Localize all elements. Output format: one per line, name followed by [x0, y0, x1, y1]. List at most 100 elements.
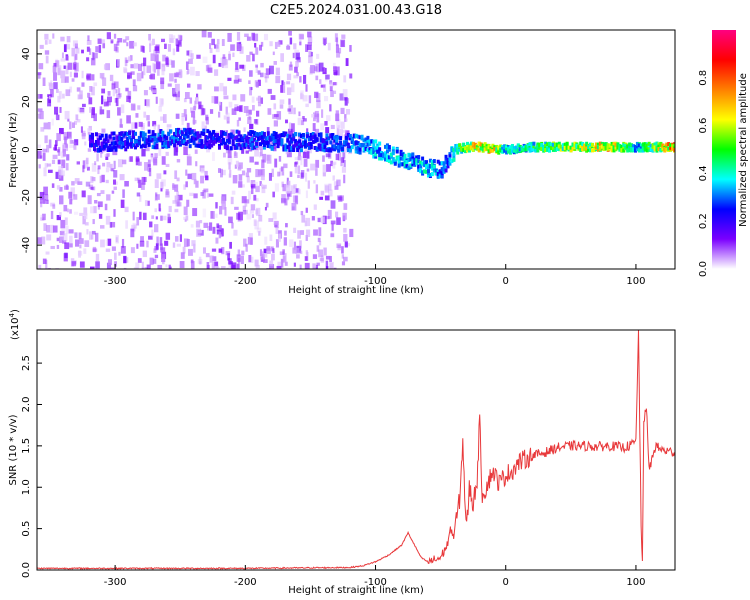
noise-cell — [257, 95, 261, 103]
ridge-cell — [671, 146, 675, 151]
noise-cell — [160, 116, 165, 121]
noise-cell — [158, 148, 162, 156]
noise-cell — [153, 64, 157, 73]
noise-cell — [227, 156, 233, 165]
noise-cell — [286, 152, 292, 158]
ridge-cell — [419, 160, 423, 165]
ridge-cell — [446, 158, 450, 163]
ridge-cell — [524, 144, 528, 149]
noise-cell — [190, 53, 194, 60]
ridge-cell — [608, 143, 612, 148]
noise-cell — [47, 94, 52, 98]
noise-cell — [293, 75, 299, 79]
noise-cell — [135, 262, 140, 269]
noise-cell — [216, 223, 220, 229]
noise-cell — [153, 248, 157, 253]
ridge-cell — [428, 172, 432, 177]
noise-cell — [236, 212, 240, 220]
noise-cell — [58, 91, 62, 99]
ridge-cell — [372, 139, 376, 144]
ridge-cell — [194, 136, 198, 141]
noise-cell — [184, 114, 188, 121]
noise-cell — [151, 89, 156, 94]
ridge-cell — [202, 129, 206, 134]
noise-cell — [158, 106, 162, 112]
noise-cell — [334, 33, 338, 42]
noise-cell — [327, 42, 331, 51]
ridge-cell — [649, 143, 653, 148]
noise-cell — [330, 124, 335, 130]
noise-cell — [181, 115, 185, 122]
noise-cell — [90, 186, 94, 190]
noise-cell — [85, 157, 89, 165]
noise-cell — [202, 56, 208, 63]
noise-cell — [146, 99, 151, 108]
noise-cell — [246, 55, 251, 62]
noise-cell — [284, 230, 287, 236]
ridge-cell — [368, 150, 372, 155]
ridge-cell — [280, 140, 284, 145]
noise-cell — [142, 46, 145, 53]
ridge-cell — [510, 149, 514, 154]
noise-cell — [229, 241, 232, 249]
ridge-cell — [298, 145, 302, 150]
noise-cell — [232, 175, 238, 184]
ridge-cell — [262, 131, 266, 136]
noise-cell — [300, 90, 304, 97]
noise-cell — [64, 76, 69, 83]
ridge-cell — [436, 171, 440, 176]
noise-cell — [246, 213, 252, 220]
ridge-cell — [442, 161, 446, 166]
noise-cell — [135, 158, 140, 166]
noise-cell — [322, 67, 326, 72]
noise-cell — [83, 213, 88, 220]
ridge-cell — [313, 139, 317, 144]
noise-cell — [106, 96, 112, 103]
ridge-cell — [598, 141, 602, 146]
noise-cell — [243, 127, 246, 133]
noise-cell — [69, 121, 72, 130]
noise-cell — [307, 36, 313, 43]
noise-cell — [162, 215, 167, 221]
ridge-cell — [350, 139, 354, 144]
noise-cell — [343, 256, 348, 262]
noise-cell — [254, 259, 259, 267]
noise-cell — [331, 141, 337, 145]
noise-cell — [162, 54, 166, 62]
noise-cell — [129, 40, 135, 49]
noise-cell — [205, 114, 209, 121]
noise-cell — [256, 110, 260, 117]
ridge-cell — [655, 145, 659, 150]
ridge-cell — [616, 145, 620, 150]
ridge-cell — [159, 129, 163, 134]
noise-cell — [136, 72, 142, 82]
noise-cell — [260, 168, 265, 177]
ridge-cell — [540, 146, 544, 151]
noise-cell — [130, 64, 134, 69]
ridge-cell — [278, 137, 282, 142]
ridge-cell — [178, 140, 182, 145]
noise-cell — [53, 72, 58, 81]
ridge-cell — [257, 132, 261, 137]
ridge-cell — [354, 133, 358, 138]
noise-cell — [155, 61, 161, 70]
noise-cell — [38, 164, 41, 169]
noise-cell — [341, 166, 347, 173]
ridge-cell — [503, 145, 507, 150]
noise-cell — [124, 180, 129, 187]
noise-cell — [106, 161, 111, 168]
noise-cell — [236, 32, 241, 41]
ridge-cell — [464, 146, 468, 151]
noise-cell — [322, 164, 327, 174]
chart-title: C2E5.2024.031.00.43.G18 — [270, 3, 442, 18]
noise-cell — [93, 82, 98, 87]
ridge-cell — [91, 132, 95, 137]
noise-cell — [259, 181, 262, 186]
ridge-cell — [233, 136, 237, 141]
ridge-cell — [579, 144, 583, 149]
noise-cell — [263, 259, 268, 263]
noise-cell — [38, 63, 44, 70]
ridge-cell — [380, 153, 384, 158]
noise-cell — [149, 257, 154, 265]
ridge-cell — [553, 147, 557, 152]
